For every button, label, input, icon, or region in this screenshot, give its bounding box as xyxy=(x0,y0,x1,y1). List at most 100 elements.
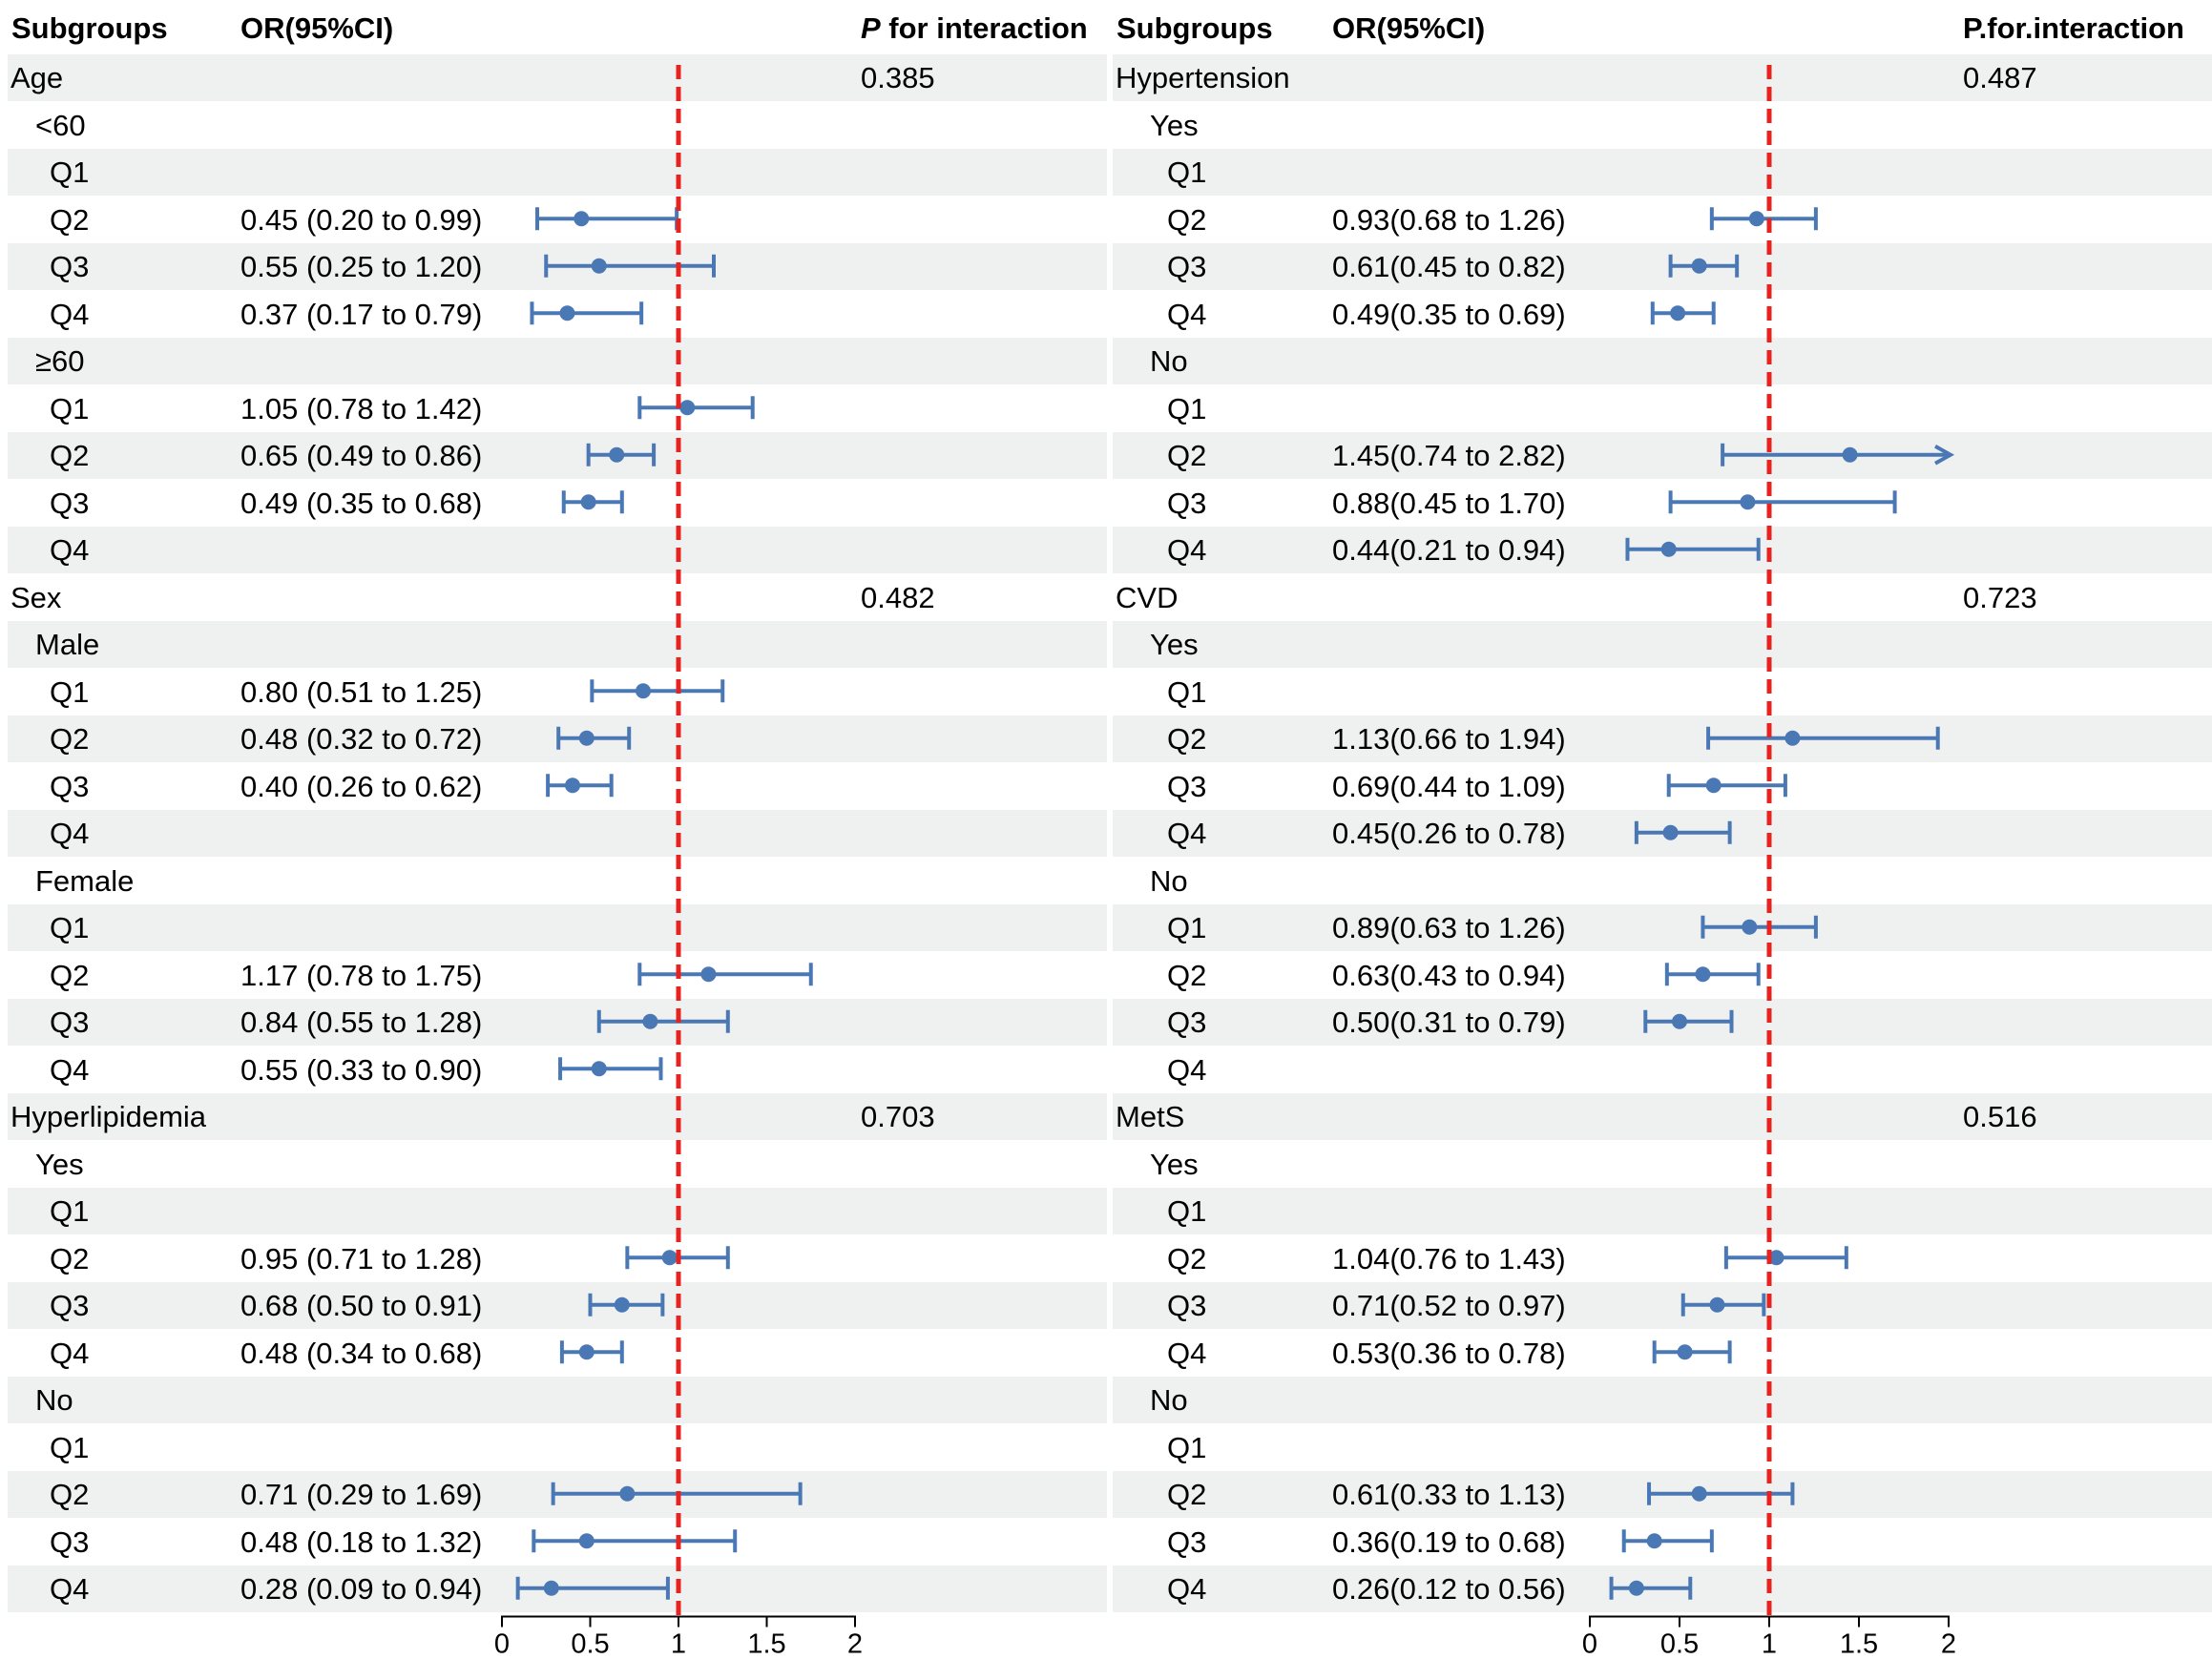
quartile-label: Q1 xyxy=(50,391,90,425)
quartile-label: Q3 xyxy=(1167,1006,1207,1039)
point-estimate xyxy=(1691,258,1707,274)
subgroup-heading: Sex xyxy=(10,580,62,614)
point-estimate xyxy=(578,1533,595,1549)
quartile-label: Q1 xyxy=(1167,156,1207,189)
subgroup-heading: Hypertension xyxy=(1116,61,1290,94)
quartile-label: Q1 xyxy=(1167,911,1207,944)
row-stripe xyxy=(1113,1188,2212,1234)
p-interaction-value: 0.723 xyxy=(1963,580,2037,614)
or-ci-value: 0.28 (0.09 to 0.94) xyxy=(240,1572,483,1606)
point-estimate xyxy=(1695,966,1711,983)
point-estimate xyxy=(1709,1296,1725,1313)
ci-bar xyxy=(1709,207,1818,231)
ci-bar xyxy=(1668,490,1897,514)
ci-bar xyxy=(559,1340,624,1364)
quartile-label: Q2 xyxy=(50,202,90,237)
quartile-label: Q4 xyxy=(50,533,90,567)
quartile-label: Q4 xyxy=(1167,817,1207,850)
quartile-label: Q1 xyxy=(1167,674,1207,709)
x-axis-tick-label: 1.5 xyxy=(1840,1629,1878,1659)
p-interaction-value: 0.385 xyxy=(861,61,935,94)
or-ci-value: 0.55 (0.25 to 1.20) xyxy=(240,250,483,283)
p-interaction-value: 0.703 xyxy=(861,1100,935,1133)
row-stripe xyxy=(1113,1282,2212,1329)
quartile-label: Q4 xyxy=(1167,1572,1207,1606)
point-estimate xyxy=(1842,446,1858,463)
or-ci-value: 0.71(0.52 to 0.97) xyxy=(1332,1289,1566,1322)
or-ci-value: 0.65 (0.49 to 0.86) xyxy=(240,439,483,472)
point-estimate xyxy=(1691,1485,1707,1502)
point-estimate xyxy=(636,683,651,699)
quartile-label: Q4 xyxy=(1167,1336,1207,1370)
point-estimate xyxy=(559,305,575,321)
ci-bar xyxy=(1701,915,1818,939)
or-ci-value: 0.49(0.35 to 0.69) xyxy=(1332,297,1566,331)
or-ci-value: 0.93(0.68 to 1.26) xyxy=(1332,202,1566,237)
quartile-label: Q4 xyxy=(50,1572,90,1606)
p-header-text: for interaction xyxy=(880,11,1088,45)
p-italic-letter: P xyxy=(861,11,881,45)
point-estimate xyxy=(642,1013,658,1029)
quartile-label: Q1 xyxy=(50,156,90,189)
quartile-label: Q2 xyxy=(1167,1241,1207,1275)
or-ci-value: 0.26(0.12 to 0.56) xyxy=(1332,1572,1566,1606)
p-header-text: P.for.interaction xyxy=(1963,11,2184,45)
quartile-label: Q2 xyxy=(1167,1478,1207,1511)
or-ci-value: 0.95 (0.71 to 1.28) xyxy=(240,1241,483,1275)
quartile-label: Q3 xyxy=(50,1524,90,1559)
or-ci-value: 1.05 (0.78 to 1.42) xyxy=(240,391,483,425)
row-stripe xyxy=(8,54,1107,101)
subgroup-level: <60 xyxy=(35,108,86,142)
point-estimate xyxy=(591,258,607,274)
or-ci-value: 0.71 (0.29 to 1.69) xyxy=(240,1478,483,1511)
or-ci-value: 0.37 (0.17 to 0.79) xyxy=(240,297,483,331)
quartile-label: Q3 xyxy=(50,486,90,520)
quartile-label: Q4 xyxy=(50,1052,90,1087)
column-header-p-interaction: P for interaction xyxy=(861,10,1088,48)
ci-bar xyxy=(515,1576,670,1600)
forest-panel-right: Subgroups OR(95%CI) P.for.interaction Hyper… xyxy=(1113,0,2212,1659)
quartile-label: Q1 xyxy=(50,1430,90,1464)
point-estimate xyxy=(1646,1533,1662,1549)
point-estimate xyxy=(1748,211,1764,227)
point-estimate xyxy=(1784,730,1801,746)
or-ci-value: 0.36(0.19 to 0.68) xyxy=(1332,1524,1566,1559)
p-interaction-value: 0.487 xyxy=(1963,61,2037,94)
ci-bar xyxy=(1664,963,1761,986)
point-estimate xyxy=(661,1250,678,1266)
quartile-label: Q4 xyxy=(1167,1052,1207,1087)
quartile-label: Q1 xyxy=(50,911,90,944)
column-header-or: OR(95%CI) xyxy=(240,11,394,45)
ci-bar xyxy=(1650,301,1716,325)
row-stripe xyxy=(8,621,1107,668)
subgroup-heading: CVD xyxy=(1116,580,1179,614)
point-estimate xyxy=(609,446,625,463)
or-ci-value: 0.88(0.45 to 1.70) xyxy=(1332,486,1566,520)
point-estimate xyxy=(591,1061,607,1077)
or-ci-value: 1.17 (0.78 to 1.75) xyxy=(240,958,483,992)
quartile-label: Q1 xyxy=(1167,1430,1207,1464)
quartile-label: Q2 xyxy=(1167,722,1207,756)
ci-bar xyxy=(1625,537,1761,561)
x-axis-tick-label: 0.5 xyxy=(1660,1629,1699,1659)
row-stripe xyxy=(1113,715,2212,762)
subgroup-level: No xyxy=(1150,863,1188,898)
ci-bar xyxy=(556,726,632,750)
ci-bar xyxy=(596,1009,730,1033)
x-axis-tick-label: 2 xyxy=(1941,1629,1956,1659)
row-stripe xyxy=(8,338,1107,384)
or-ci-value: 0.44(0.21 to 0.94) xyxy=(1332,533,1566,567)
point-estimate xyxy=(1740,494,1756,510)
ci-bar xyxy=(1706,726,1940,750)
quartile-label: Q1 xyxy=(50,1194,90,1228)
or-ci-value: 0.69(0.44 to 1.09) xyxy=(1332,769,1566,803)
ci-bar xyxy=(1666,774,1787,798)
point-estimate xyxy=(565,778,580,794)
x-axis-tick-label: 0 xyxy=(1582,1629,1597,1659)
forest-panel-left: Subgroups OR(95%CI) P for interaction Age 0.… xyxy=(8,0,1107,1659)
subgroup-level: No xyxy=(1150,1383,1188,1417)
row-stripe xyxy=(1113,621,2212,668)
quartile-label: Q3 xyxy=(1167,1524,1207,1559)
point-estimate xyxy=(700,966,717,983)
